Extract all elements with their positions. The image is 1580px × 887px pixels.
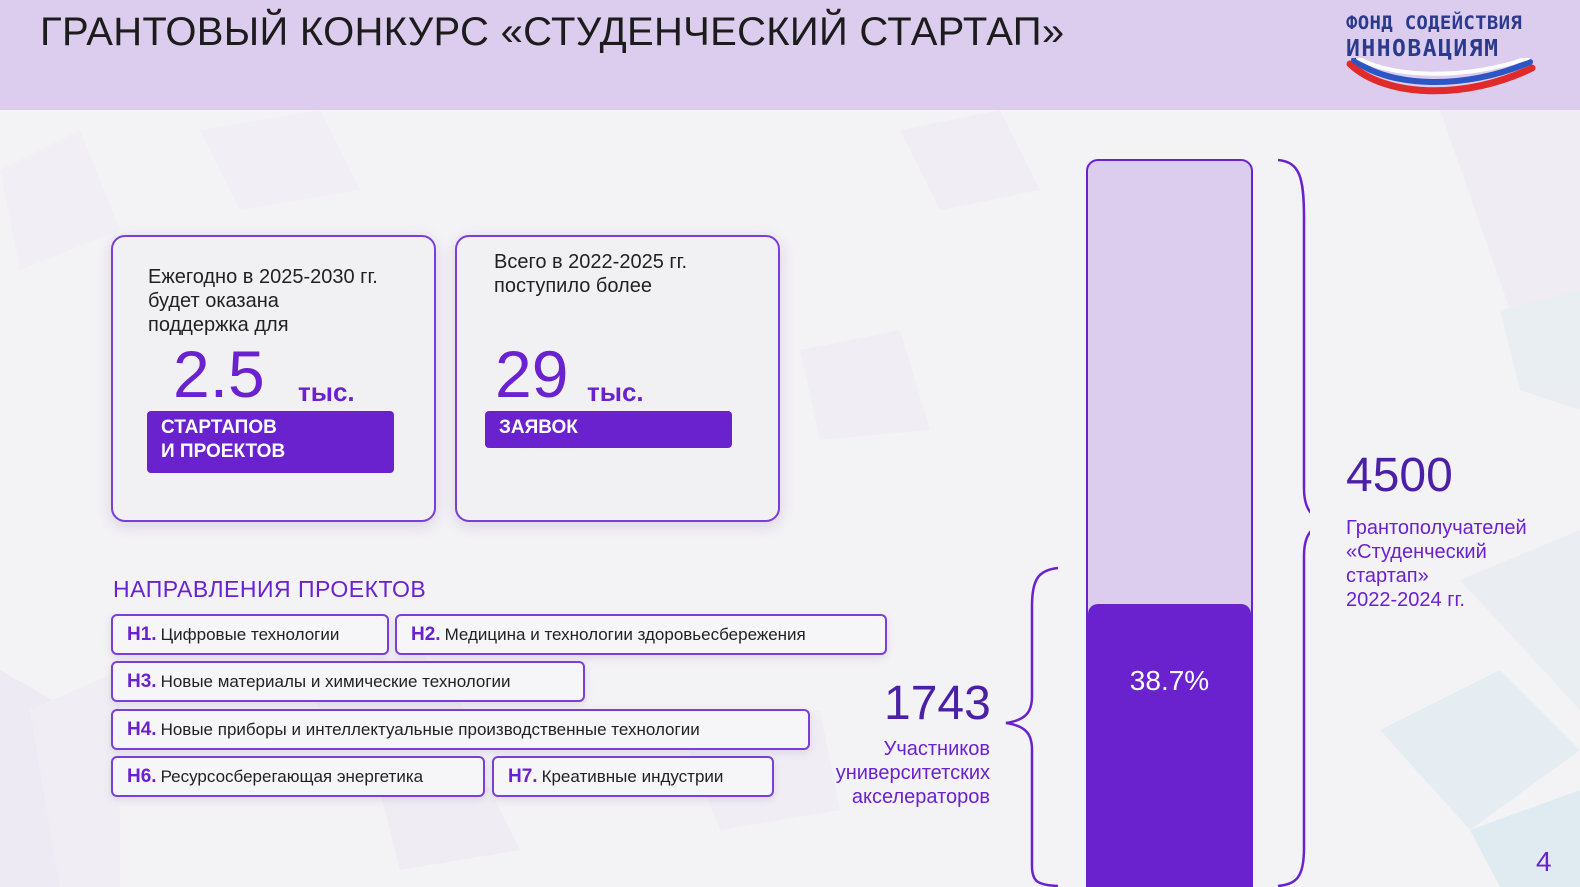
direction-chip-h3: Н3. Новые материалы и химические технолог… [111, 661, 585, 702]
card-applications: Всего в 2022-2025 гг. поступило более 29… [455, 235, 780, 522]
brace-part-icon [1005, 566, 1059, 887]
card-startups: Ежегодно в 2025-2030 гг. будет оказана п… [111, 235, 436, 522]
card-text-line: поддержка для [148, 314, 289, 336]
stat-label-line: Грантополучателей [1346, 517, 1527, 539]
direction-label: Цифровые технологии [160, 625, 340, 644]
card-unit: тыс. [587, 377, 644, 407]
accelerator-participants-label: Участников университетских акселераторов [790, 737, 990, 809]
header-bar: ГРАНТОВЫЙ КОНКУРС «СТУДЕНЧЕСКИЙ СТАРТАП»… [0, 0, 1580, 110]
page-number: 4 [1536, 846, 1552, 877]
share-bar-fill [1088, 604, 1251, 887]
direction-label: Новые материалы и химические технологии [160, 672, 511, 691]
direction-label: Ресурсосберегающая энергетика [160, 767, 424, 786]
stat-label-line: стартап» [1346, 565, 1429, 587]
direction-chip-h2: Н2. Медицина и технологии здоровьесбереже… [395, 614, 887, 655]
direction-code: Н3. [127, 671, 157, 692]
direction-label: Новые приборы и интеллектуальные произво… [160, 720, 700, 739]
fund-logo: ФОНД СОДЕЙСТВИЯ ИННОВАЦИЯМ [1346, 10, 1546, 105]
logo-text-line2: ИННОВАЦИЯМ [1346, 36, 1500, 62]
card-text-line: Всего в 2022-2025 гг. [494, 251, 688, 273]
direction-code: Н1. [127, 624, 157, 645]
total-grantees-label: Грантополучателей «Студенческий стартап»… [1346, 516, 1527, 612]
card-tag: СТАРТАПОВ И ПРОЕКТОВ [147, 411, 394, 473]
brace-total-icon [1277, 158, 1310, 887]
page-title: ГРАНТОВЫЙ КОНКУРС «СТУДЕНЧЕСКИЙ СТАРТАП» [40, 10, 1065, 54]
flag-swoosh-icon [1346, 58, 1536, 95]
logo-text-line1: ФОНД СОДЕЙСТВИЯ [1346, 12, 1523, 34]
card-description: Всего в 2022-2025 гг. поступило более [494, 250, 687, 298]
direction-chip-h4: Н4. Новые приборы и интеллектуальные прои… [111, 709, 810, 750]
card-big-number: 29 [495, 337, 569, 411]
direction-code: Н6. [127, 766, 157, 787]
card-tag-line: СТАРТАПОВ [161, 417, 277, 438]
stat-label-line: «Студенческий [1346, 541, 1487, 563]
stat-label-line: университетских [835, 762, 990, 784]
card-unit: тыс. [298, 377, 355, 407]
share-percent: 38.7% [1129, 665, 1210, 696]
stat-label-line: акселераторов [851, 786, 990, 808]
direction-chip-h1: Н1. Цифровые технологии [111, 614, 389, 655]
share-bar [1086, 159, 1253, 887]
card-description: Ежегодно в 2025-2030 гг. будет оказана п… [148, 265, 378, 337]
stat-label-line: Участников [883, 738, 990, 760]
accelerator-participants-number: 1743 [884, 677, 991, 730]
direction-code: Н2. [411, 624, 441, 645]
direction-code: Н7. [508, 766, 538, 787]
stat-label-line: 2022-2024 гг. [1346, 589, 1465, 611]
card-text-line: поступило более [494, 275, 652, 297]
card-text-line: будет оказана [148, 290, 279, 312]
card-big-number: 2.5 [173, 337, 265, 411]
direction-chip-h6: Н6. Ресурсосберегающая энергетика [111, 756, 485, 797]
card-text-line: Ежегодно в 2025-2030 гг. [148, 266, 378, 288]
direction-chip-h7: Н7. Креативные индустрии [492, 756, 774, 797]
card-tag-line: ЗАЯВОК [499, 417, 578, 438]
total-grantees-number: 4500 [1346, 449, 1453, 502]
directions-title: НАПРАВЛЕНИЯ ПРОЕКТОВ [113, 576, 427, 602]
card-tag-line: И ПРОЕКТОВ [161, 441, 286, 462]
direction-label: Медицина и технологии здоровьесбережения [444, 625, 806, 644]
card-tag: ЗАЯВОК [485, 411, 732, 448]
direction-code: Н4. [127, 719, 157, 740]
direction-label: Креативные индустрии [541, 767, 724, 786]
